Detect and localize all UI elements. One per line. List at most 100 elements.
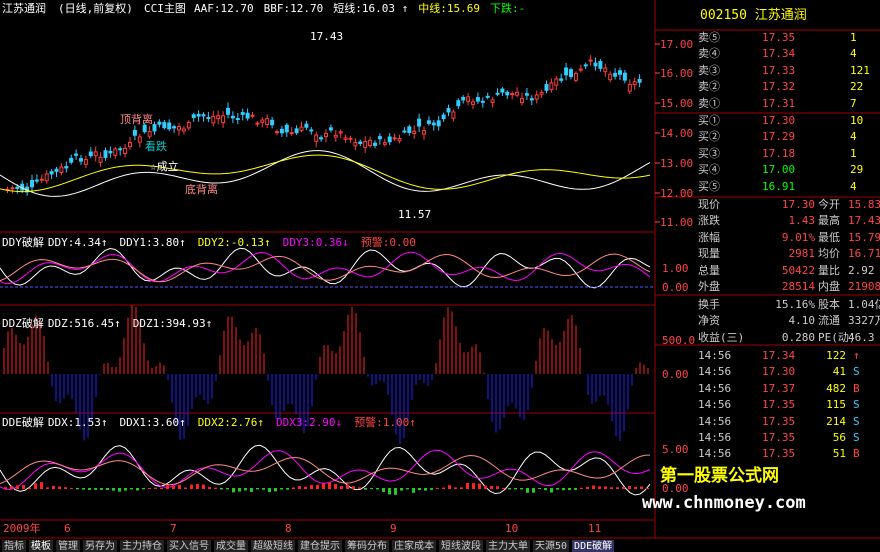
dde-bar xyxy=(346,484,349,489)
dde-bar xyxy=(574,488,577,490)
tick-time: 14:56 xyxy=(698,398,732,412)
dde-bar xyxy=(304,486,307,489)
candle-body xyxy=(520,97,524,104)
dde-bar xyxy=(178,484,181,489)
stat-value: 2.92 xyxy=(848,263,875,277)
tab[interactable]: 主力大单 xyxy=(486,540,530,552)
dde-bar xyxy=(430,488,433,490)
candle-body xyxy=(343,137,348,140)
stat-value: 16.71 xyxy=(848,247,880,261)
indicator: CCI主图 xyxy=(144,2,186,15)
buy-price: 17.18 xyxy=(762,146,796,160)
axis-label: 15.00 xyxy=(660,97,694,110)
tab[interactable]: 庄家成本 xyxy=(392,540,436,552)
candle-body xyxy=(196,113,201,117)
mode: (日线,前复权) xyxy=(58,2,133,15)
indicator-line xyxy=(0,449,651,491)
dde-bar xyxy=(244,488,247,491)
tab[interactable]: 成交量 xyxy=(214,540,248,552)
candle-body xyxy=(279,128,284,134)
tab[interactable]: 超级短线 xyxy=(251,540,295,552)
candle-body xyxy=(554,78,559,86)
indicator-line xyxy=(0,154,651,193)
candle-body xyxy=(132,129,137,136)
dde-bar xyxy=(94,488,97,490)
tab[interactable]: 短线波段 xyxy=(439,540,483,552)
dde-bar xyxy=(352,486,355,489)
dde-bar xyxy=(262,488,265,490)
buy-label: 买② xyxy=(698,130,720,144)
candle-body xyxy=(30,180,34,188)
dde-bar xyxy=(358,487,361,489)
dde-bar xyxy=(316,484,319,489)
tab[interactable]: 建仓提示 xyxy=(298,540,342,552)
candle-body xyxy=(353,141,358,147)
candle-body xyxy=(289,132,294,135)
stat-value: 1.04亿 xyxy=(848,298,880,311)
candle-body xyxy=(618,70,622,75)
dde-bar xyxy=(46,487,49,489)
candle-body xyxy=(44,173,49,182)
dde-bar xyxy=(340,486,343,489)
candle-body xyxy=(181,128,186,132)
candle-body xyxy=(226,107,230,115)
indicator-line xyxy=(0,247,651,289)
tab[interactable]: 另存为 xyxy=(83,540,117,552)
candle-body xyxy=(270,119,275,126)
indicator-line xyxy=(0,444,651,496)
dde-bar xyxy=(436,487,439,489)
dde-bar xyxy=(424,488,427,491)
candle-body xyxy=(397,138,402,142)
candle-body xyxy=(284,124,289,133)
dde-bar xyxy=(148,487,151,489)
dde-bar xyxy=(136,488,139,491)
tick-side: S xyxy=(853,365,860,379)
panel-value: DDY2:-0.13↑ xyxy=(197,236,271,249)
tick-price: 17.35 xyxy=(762,398,796,412)
annotation: ☆成立 xyxy=(150,160,179,173)
candle-body xyxy=(98,156,103,163)
tab[interactable]: 天源50 xyxy=(533,540,570,552)
tab[interactable]: DDE破解 xyxy=(572,540,615,552)
candle-body xyxy=(64,166,69,169)
tick-time: 14:56 xyxy=(698,414,732,428)
axis-label: 12.00 xyxy=(660,187,694,200)
tab[interactable]: 买入信号 xyxy=(167,540,211,552)
dde-bar xyxy=(76,488,79,490)
tab[interactable]: 筹码分布 xyxy=(345,540,389,552)
tab[interactable]: 管理 xyxy=(56,540,80,552)
candle-body xyxy=(319,137,324,140)
tab[interactable]: 主力持仓 xyxy=(120,540,164,552)
dde-bar xyxy=(532,488,535,493)
annotation: 看跌 xyxy=(145,140,167,153)
tab[interactable]: 指标 xyxy=(2,540,26,552)
stat-label: 最高 xyxy=(818,214,840,228)
buy-qty: 10 xyxy=(850,114,864,127)
candle-body xyxy=(578,68,583,71)
dde-bar xyxy=(112,488,115,491)
dde-bar xyxy=(124,488,127,491)
dde-bar xyxy=(70,487,73,489)
tick-price: 17.35 xyxy=(762,431,796,444)
candle-body xyxy=(172,126,177,129)
axis-label: 16.00 xyxy=(660,67,694,80)
candle-body xyxy=(304,123,309,128)
panel-value: DDX:1.53↑ xyxy=(47,416,108,429)
buy-label: 买④ xyxy=(698,163,720,177)
tick-side: ↑ xyxy=(853,349,860,362)
sell-qty: 7 xyxy=(850,96,857,110)
dde-bar xyxy=(220,488,223,490)
axis-label: 5.00 xyxy=(662,443,689,456)
candle-body xyxy=(206,117,211,120)
candle-body xyxy=(436,120,441,127)
candle-body xyxy=(569,69,573,78)
tab[interactable]: 模板 xyxy=(29,540,53,552)
date-label: 11 xyxy=(588,522,602,535)
dde-bar xyxy=(280,488,283,490)
dde-bar xyxy=(334,483,337,489)
candle-body xyxy=(216,115,221,120)
candle-body xyxy=(265,118,270,125)
dde-bar xyxy=(466,482,469,489)
candle-body xyxy=(245,112,250,119)
dde-bar xyxy=(514,488,517,490)
